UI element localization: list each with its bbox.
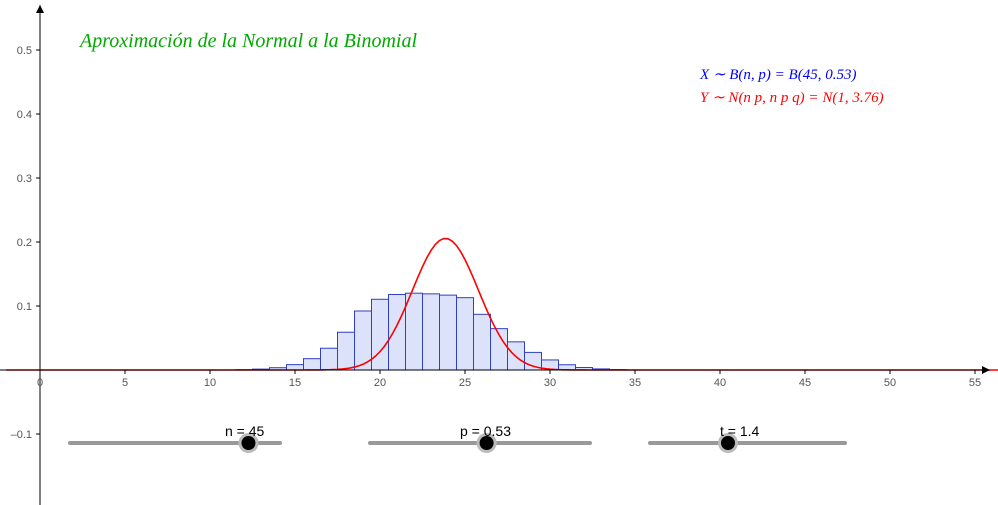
binomial-bar [321, 348, 338, 370]
y-tick-label: 0.4 [17, 109, 32, 121]
formula-x: X ∼ B(n, p) = B(45, 0.53) [700, 65, 856, 84]
formula-y: Y ∼ N(n p, n p q) = N(1, 3.76) [700, 88, 884, 107]
binomial-bar [389, 294, 406, 370]
x-tick-label: 45 [799, 377, 811, 389]
binomial-bar [406, 293, 423, 370]
x-tick-label: 35 [629, 377, 641, 389]
x-tick-label: 25 [459, 377, 471, 389]
binomial-bar [304, 359, 321, 370]
binomial-bar [440, 295, 457, 370]
x-tick-label: 50 [884, 377, 896, 389]
x-axis-arrow-icon [982, 366, 990, 374]
x-tick-label: 0 [37, 377, 43, 389]
x-tick-label: 30 [544, 377, 556, 389]
binomial-bar [457, 298, 474, 370]
y-tick-label: 0.1 [17, 301, 32, 313]
slider-t-label: t = 1.4 [720, 423, 759, 439]
x-tick-label: 20 [374, 377, 386, 389]
slider-n-label: n = 45 [225, 423, 264, 439]
y-tick-label: 0.5 [17, 45, 32, 57]
x-tick-label: 55 [969, 377, 981, 389]
binomial-bar [423, 294, 440, 370]
chart-title: Aproximación de la Normal a la Binomial [80, 30, 417, 53]
y-axis-arrow-icon [36, 5, 44, 13]
binomial-bar [338, 332, 355, 370]
binomial-bar [474, 314, 491, 370]
y-tick-label: 0.3 [17, 173, 32, 185]
x-tick-label: 10 [204, 377, 216, 389]
x-tick-label: 40 [714, 377, 726, 389]
x-tick-label: 5 [122, 377, 128, 389]
x-tick-label: 15 [289, 377, 301, 389]
binomial-bar [372, 299, 389, 370]
y-tick-label: –0.1 [11, 429, 32, 441]
y-tick-label: 0.2 [17, 237, 32, 249]
slider-p-label: p = 0.53 [460, 423, 511, 439]
